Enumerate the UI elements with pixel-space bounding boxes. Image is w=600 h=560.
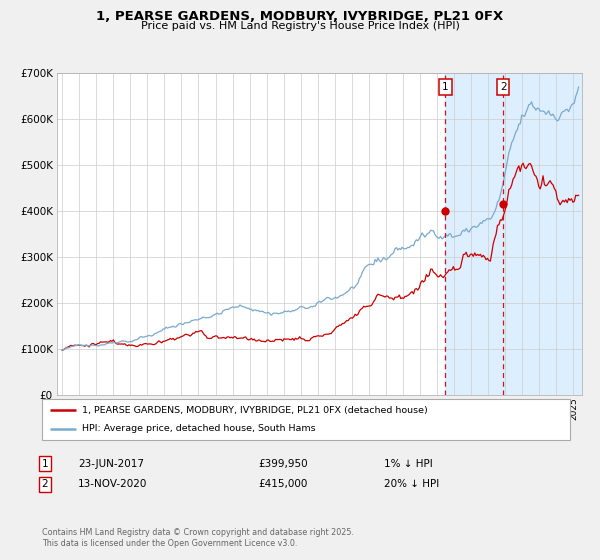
- Text: Contains HM Land Registry data © Crown copyright and database right 2025.
This d: Contains HM Land Registry data © Crown c…: [42, 528, 354, 548]
- Text: £415,000: £415,000: [258, 479, 307, 489]
- Text: HPI: Average price, detached house, South Hams: HPI: Average price, detached house, Sout…: [82, 424, 315, 433]
- Text: Price paid vs. HM Land Registry's House Price Index (HPI): Price paid vs. HM Land Registry's House …: [140, 21, 460, 31]
- Text: 1, PEARSE GARDENS, MODBURY, IVYBRIDGE, PL21 0FX (detached house): 1, PEARSE GARDENS, MODBURY, IVYBRIDGE, P…: [82, 405, 427, 414]
- Text: 20% ↓ HPI: 20% ↓ HPI: [384, 479, 439, 489]
- Text: £399,950: £399,950: [258, 459, 308, 469]
- Text: 2: 2: [41, 479, 49, 489]
- Text: 2: 2: [500, 82, 506, 92]
- Text: 1, PEARSE GARDENS, MODBURY, IVYBRIDGE, PL21 0FX: 1, PEARSE GARDENS, MODBURY, IVYBRIDGE, P…: [97, 10, 503, 22]
- Text: 1: 1: [41, 459, 49, 469]
- Text: 13-NOV-2020: 13-NOV-2020: [78, 479, 148, 489]
- Text: 23-JUN-2017: 23-JUN-2017: [78, 459, 144, 469]
- Text: 1: 1: [442, 82, 449, 92]
- Bar: [445, 73, 599, 395]
- Text: 1% ↓ HPI: 1% ↓ HPI: [384, 459, 433, 469]
